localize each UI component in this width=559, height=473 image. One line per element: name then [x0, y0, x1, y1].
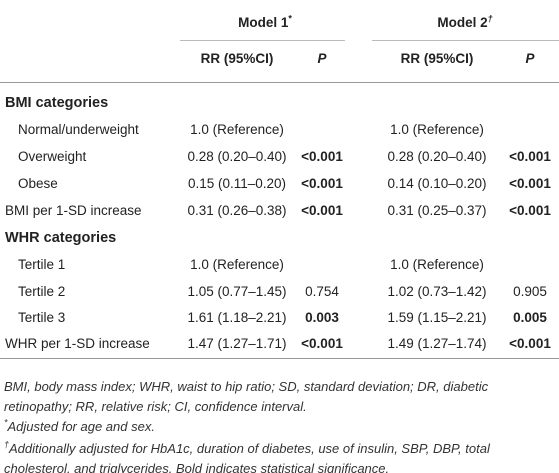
p-header: P	[525, 51, 535, 66]
rr-cell: 0.15 (0.11–0.20)	[187, 176, 287, 191]
model1-text: Model 1	[238, 15, 289, 30]
p-cell: <0.001	[301, 149, 343, 164]
rr-cell: 1.59 (1.15–2.21)	[387, 310, 487, 325]
model2-header: Model 2†	[437, 14, 492, 32]
rr-cell: 1.05 (0.77–1.45)	[187, 284, 287, 299]
section-label: BMI categories	[5, 95, 109, 111]
rr-cell: 1.49 (1.27–1.74)	[387, 336, 487, 351]
model2-text: Model 2	[437, 15, 488, 30]
bottom-rule	[0, 358, 559, 359]
p-cell: 0.005	[513, 310, 547, 325]
rr-cell: 1.47 (1.27–1.71)	[187, 336, 287, 351]
rr-header: RR (95%CI)	[200, 51, 274, 66]
p-cell: <0.001	[509, 336, 551, 351]
row-label: Tertile 3	[18, 310, 66, 325]
row-label: Tertile 1	[18, 257, 66, 272]
rr-header: RR (95%CI)	[400, 51, 474, 66]
section-label: WHR categories	[5, 230, 117, 246]
p-cell: 0.754	[305, 284, 339, 299]
p-cell: <0.001	[301, 203, 343, 218]
footnote-text: BMI, body mass index; WHR, waist to hip …	[4, 379, 489, 414]
rr-cell: 0.28 (0.20–0.40)	[187, 149, 287, 164]
header-rule	[0, 82, 559, 83]
rr-cell: 1.0 (Reference)	[390, 257, 484, 272]
row-label: Overweight	[18, 149, 87, 164]
p-cell: 0.003	[305, 310, 339, 325]
footnote-text: Adjusted for age and sex.	[7, 419, 155, 434]
p-cell: 0.905	[513, 284, 547, 299]
model1-header: Model 1*	[238, 14, 292, 32]
p-cell: <0.001	[301, 336, 343, 351]
rr-cell: 0.14 (0.10–0.20)	[387, 176, 487, 191]
row-label: Normal/underweight	[18, 122, 139, 137]
row-label: WHR per 1-SD increase	[5, 336, 150, 351]
footnote: BMI, body mass index; WHR, waist to hip …	[4, 377, 552, 417]
rr-cell: 0.28 (0.20–0.40)	[387, 149, 487, 164]
row-label: Obese	[18, 176, 58, 191]
rr-cell: 0.31 (0.26–0.38)	[187, 203, 287, 218]
rr-cell: 1.0 (Reference)	[190, 122, 284, 137]
rr-cell: 0.31 (0.25–0.37)	[387, 203, 487, 218]
p-cell: <0.001	[509, 203, 551, 218]
model2-mark: †	[487, 13, 493, 24]
p-header: P	[317, 51, 327, 66]
rr-cell: 1.61 (1.18–2.21)	[187, 310, 287, 325]
row-label: BMI per 1-SD increase	[5, 203, 142, 218]
model1-rule	[180, 40, 345, 41]
p-cell: <0.001	[509, 176, 551, 191]
model2-rule	[372, 40, 559, 41]
footnote: *Adjusted for age and sex.	[4, 417, 552, 437]
footnote-text: Additionally adjusted for HbA1c, duratio…	[4, 441, 490, 473]
row-label: Tertile 2	[18, 284, 66, 299]
p-cell: <0.001	[509, 149, 551, 164]
p-cell: <0.001	[301, 176, 343, 191]
footnote: †Additionally adjusted for HbA1c, durati…	[4, 439, 552, 473]
footnote-mark: †	[4, 439, 10, 450]
rr-cell: 1.02 (0.73–1.42)	[387, 284, 487, 299]
rr-cell: 1.0 (Reference)	[190, 257, 284, 272]
model1-mark: *	[288, 13, 292, 24]
rr-cell: 1.0 (Reference)	[390, 122, 484, 137]
footnote-mark: *	[4, 417, 8, 428]
